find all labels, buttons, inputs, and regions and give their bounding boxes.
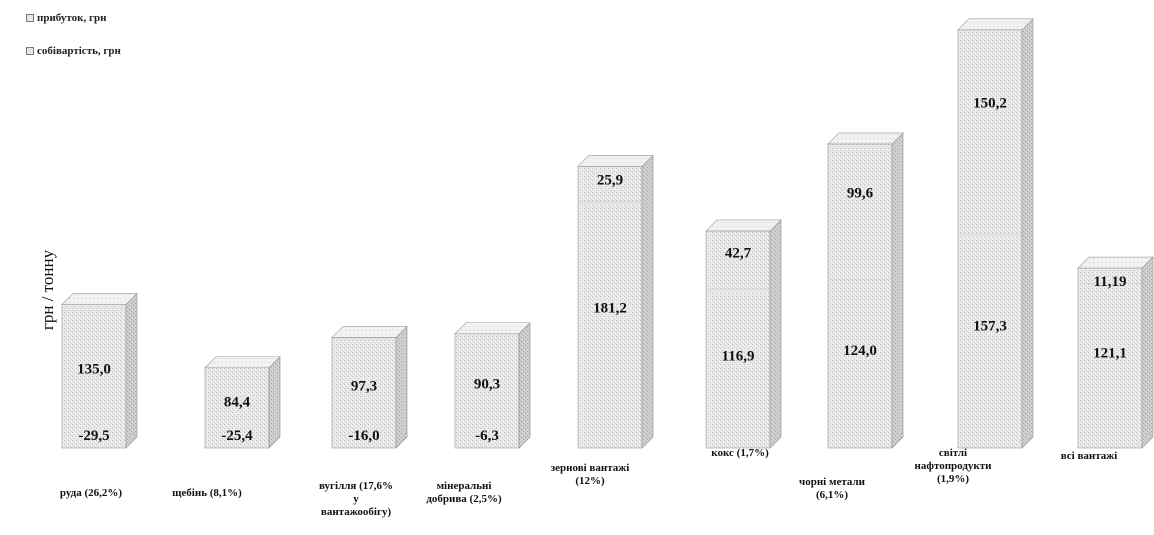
data-label-cost: 157,3 bbox=[973, 318, 1007, 334]
y-axis-label: грн / тонну bbox=[38, 249, 57, 331]
bar: 97,3 -16,0 bbox=[331, 325, 408, 449]
bar-front-face bbox=[61, 304, 127, 449]
bar-top-face bbox=[61, 293, 138, 305]
data-label-cost: 90,3 bbox=[474, 377, 500, 393]
bar: 90,3 -6,3 bbox=[454, 322, 531, 449]
bar-side-face bbox=[769, 219, 782, 449]
bar: 124,0 99,6 bbox=[827, 132, 904, 449]
data-label-profit: -25,4 bbox=[221, 428, 253, 444]
bar: 181,2 25,9 bbox=[577, 154, 654, 449]
category-label: вугілля (17,6% у вантажообігу) bbox=[318, 480, 394, 518]
bar: 121,1 11,19 bbox=[1077, 256, 1154, 449]
bar-front-face bbox=[454, 333, 520, 449]
data-label-cost: 181,2 bbox=[593, 300, 627, 316]
bar-front-face bbox=[957, 29, 1023, 449]
bar-front-face bbox=[705, 230, 771, 449]
legend-item-profit: прибуток, грн bbox=[26, 12, 106, 24]
legend-label-cost: собівартість, грн bbox=[37, 45, 121, 57]
data-label-profit: 150,2 bbox=[973, 95, 1007, 111]
bar-top-face bbox=[454, 322, 531, 335]
category-label: щебінь (8,1%) bbox=[172, 487, 242, 499]
category-label: світлі нафтопродукти (1,9%) bbox=[914, 447, 992, 485]
bar-front-face bbox=[1077, 267, 1143, 449]
data-label-profit: -29,5 bbox=[78, 428, 109, 444]
bar: 135,0 -29,5 bbox=[61, 292, 138, 449]
category-label: руда (26,2%) bbox=[59, 487, 123, 499]
category-label: зернові вантажі (12%) bbox=[550, 462, 630, 487]
bar-side-face bbox=[641, 154, 654, 449]
legend-item-cost: собівартість, грн bbox=[26, 45, 121, 57]
legend-label-profit: прибуток, грн bbox=[37, 12, 107, 24]
bar-front-face bbox=[577, 166, 643, 449]
bar-side-face bbox=[125, 292, 138, 449]
category-label: мінеральні добрива (2,5%) bbox=[426, 480, 502, 505]
bar: 116,9 42,7 bbox=[705, 219, 782, 449]
bar: 84,4 -25,4 bbox=[204, 356, 281, 449]
data-label-cost: 135,0 bbox=[77, 361, 111, 377]
data-label-cost: 124,0 bbox=[843, 343, 877, 359]
data-label-cost: 97,3 bbox=[351, 379, 377, 395]
bar-top-face bbox=[1077, 256, 1154, 269]
data-label-cost: 121,1 bbox=[1093, 345, 1127, 361]
bars-group: 135,0 -29,5 84,4 -25,4 97,3 -16,0 90,3 -6,3 181,… bbox=[61, 18, 1154, 449]
bar-front-face bbox=[204, 367, 270, 449]
bar-side-face bbox=[395, 325, 408, 449]
bar-front-face bbox=[331, 337, 397, 449]
category-label: всі вантажі bbox=[1060, 450, 1118, 462]
legend-swatch-profit bbox=[26, 14, 34, 22]
bar-top-face bbox=[331, 326, 408, 338]
bar-side-face bbox=[891, 132, 904, 449]
data-label-profit: 99,6 bbox=[847, 185, 874, 201]
category-label: чорні метали (6,1%) bbox=[799, 476, 865, 501]
bar-top-face bbox=[827, 132, 904, 145]
data-label-profit: -6,3 bbox=[475, 428, 499, 444]
data-label-profit: -16,0 bbox=[348, 428, 379, 444]
bar-top-face bbox=[204, 356, 281, 369]
bar-top-face bbox=[705, 219, 782, 232]
data-label-cost: 116,9 bbox=[722, 349, 755, 365]
legend-swatch-cost bbox=[26, 47, 34, 55]
data-label-cost: 84,4 bbox=[224, 394, 251, 410]
category-label: кокс (1,7%) bbox=[711, 447, 769, 459]
bar: 157,3 150,2 bbox=[957, 18, 1034, 449]
data-label-profit: 11,19 bbox=[1094, 274, 1127, 290]
bar-side-face bbox=[1021, 18, 1034, 449]
bar-top-face bbox=[957, 18, 1034, 31]
data-label-profit: 42,7 bbox=[725, 245, 752, 261]
bar-top-face bbox=[577, 155, 654, 167]
bar-side-face bbox=[1141, 256, 1154, 449]
bar-side-face bbox=[518, 322, 531, 449]
bar-side-face bbox=[268, 356, 281, 449]
data-label-profit: 25,9 bbox=[597, 173, 623, 189]
